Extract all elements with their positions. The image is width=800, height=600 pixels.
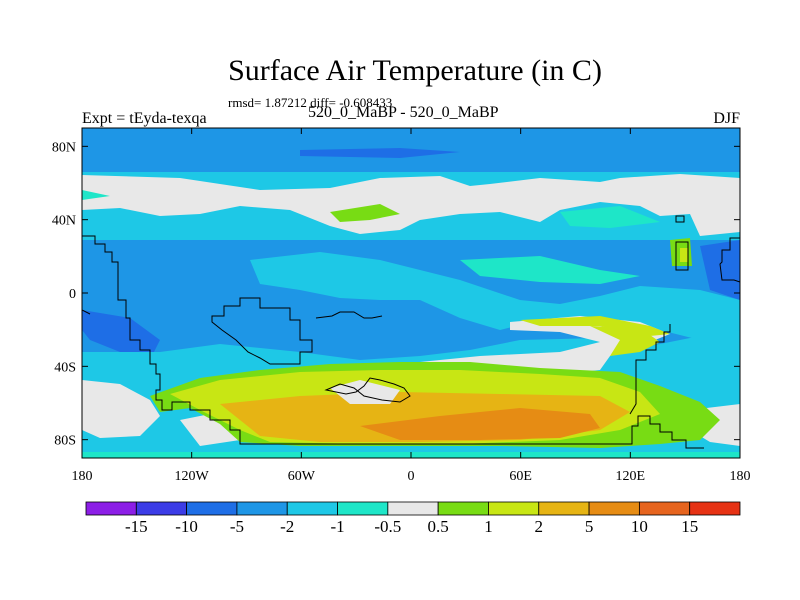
field-antarctic-dark-orange	[360, 408, 600, 440]
colorbar-label: -2	[280, 517, 294, 536]
plot-title: Surface Air Temperature (in C)	[228, 54, 602, 87]
colorbar-label: 5	[585, 517, 594, 536]
x-tick-label: 120W	[175, 469, 210, 484]
colorbar-label: 0.5	[428, 517, 449, 536]
x-tick-label: 180	[72, 469, 93, 484]
colorbar-swatch	[236, 501, 288, 516]
colorbar-swatch	[337, 501, 389, 516]
colorbar-swatch	[135, 501, 188, 516]
colorbar-swatch	[538, 501, 590, 516]
comparison-label: 520_0_MaBP - 520_0_MaBP	[308, 104, 499, 121]
colorbar-swatch	[638, 501, 691, 516]
gondwana-outline	[82, 235, 704, 449]
field-south-grey-tongue	[380, 316, 670, 374]
coastlines	[82, 215, 740, 449]
colorbar-label: -15	[125, 517, 148, 536]
baltica-outline	[315, 311, 383, 319]
temperature-field	[82, 128, 740, 458]
x-tick-label: 120E	[616, 469, 646, 484]
field-yellow-japan	[680, 248, 688, 262]
x-tick-label: 0	[408, 469, 415, 484]
y-tick-label: 40S	[54, 360, 76, 375]
laurentia-outline	[211, 297, 313, 365]
x-tick-label: 180	[730, 469, 751, 484]
colorbar: -15 -10 -5 -2 -1 -0.5 0.5 1 2 5 10 15	[85, 501, 741, 536]
stats-text: rmsd= 1.87212 diff= -0.608433	[228, 95, 393, 110]
colorbar-label: 1	[484, 517, 493, 536]
colorbar-label: -1	[330, 517, 344, 536]
colorbar-swatch	[186, 501, 238, 516]
field-north-grey	[82, 174, 740, 236]
colorbar-label: -0.5	[374, 517, 401, 536]
east-gondwana-outline	[629, 324, 671, 415]
field-tropical-teal	[460, 256, 640, 284]
field-west-pacific-blue	[700, 240, 740, 300]
island-outline	[675, 241, 689, 271]
x-tick-label: 60E	[509, 469, 532, 484]
y-tick-label: 0	[69, 287, 76, 302]
colorbar-swatch	[488, 501, 540, 516]
colorbar-label: 10	[631, 517, 648, 536]
colorbar-swatch	[85, 501, 137, 516]
small-island-outline	[675, 215, 685, 223]
colorbar-swatch	[437, 501, 489, 516]
colorbar-swatch	[588, 501, 640, 516]
y-tick-label: 80S	[54, 434, 76, 449]
colorbar-swatch	[286, 501, 338, 516]
colorbar-label: -5	[230, 517, 244, 536]
field-green-atlantic	[330, 204, 400, 222]
west-margin-outline	[82, 309, 91, 315]
colorbar-swatch	[387, 501, 439, 516]
field-asia-teal	[560, 206, 660, 228]
experiment-label: Expt = tEyda-texqa	[82, 110, 207, 127]
y-tick-label: 40N	[52, 214, 76, 229]
weddell-outline	[324, 377, 411, 403]
x-tick-label: 60W	[288, 469, 316, 484]
colorbar-swatch	[689, 501, 741, 516]
season-label: DJF	[713, 110, 740, 127]
field-north-teal	[82, 190, 110, 200]
axis-ticks: 180 120W 60W 0 60E 120E 180 80N 40N 0 40S 80S	[52, 128, 751, 484]
east-margin-outline	[719, 237, 740, 283]
colorbar-label: 2	[535, 517, 544, 536]
field-south-atl-yellow	[520, 316, 670, 336]
field-south-grey-west	[82, 380, 160, 438]
y-tick-label: 80N	[52, 140, 76, 155]
field-arctic-core	[300, 148, 460, 158]
field-tropical-cyan	[250, 252, 740, 340]
colorbar-label: -10	[175, 517, 198, 536]
colorbar-label: 15	[681, 517, 698, 536]
